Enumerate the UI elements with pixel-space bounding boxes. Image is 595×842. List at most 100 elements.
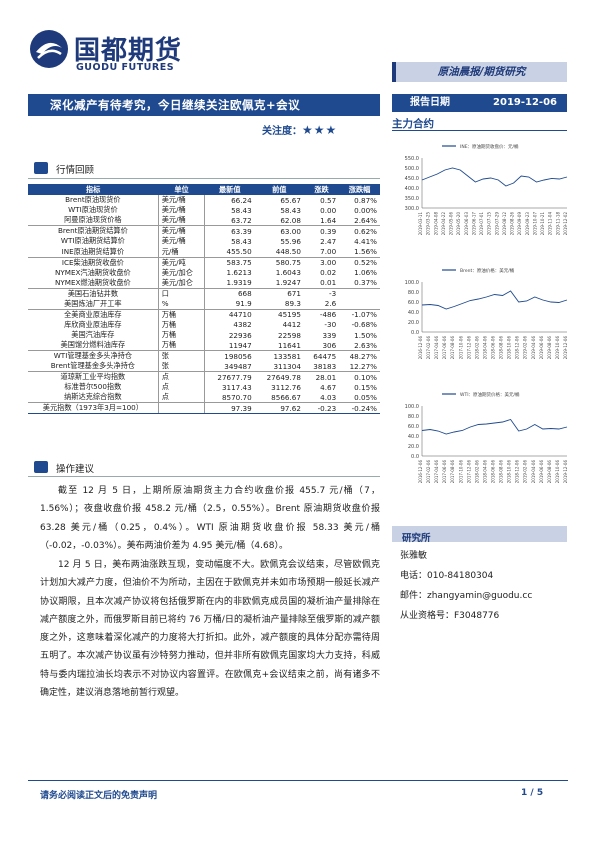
cell-latest: 58.43	[231, 205, 252, 215]
col-header: 指标	[28, 184, 159, 195]
x-tick-label: 2019-08-06	[547, 460, 552, 484]
cell-unit: 美元/桶	[157, 215, 206, 227]
cell-prev: 63.00	[280, 226, 301, 236]
col-header: 前值	[254, 184, 304, 195]
cell-latest: 63.72	[204, 215, 255, 227]
cell-name: 美国炼油厂开工率	[28, 298, 159, 310]
cell-latest: 455.50	[204, 246, 255, 258]
x-tick-label: 2019-04-06	[531, 336, 536, 360]
x-tick-label: 2019-03-25	[426, 212, 431, 236]
attention-rating: 关注度：★★★	[262, 122, 337, 137]
x-tick-label: 2018-06-06	[491, 460, 496, 484]
y-tick-label: 100.0	[405, 404, 419, 410]
cell-unit: 美元/吨	[157, 257, 206, 268]
cell-pct: 1.06%	[354, 268, 377, 278]
cell-name: INE原油期货结算价	[28, 246, 159, 258]
x-tick-label: 2019-07-01	[479, 212, 484, 236]
report-category: 原油晨报/期货研究	[437, 66, 526, 78]
cell-pct: 0.00%	[354, 205, 377, 215]
chart-ine-crude: INE：原油期货收盘价：元/桶 550.0 500.0 450.0 400.0 350.0…	[392, 138, 572, 256]
x-tick-label: 2019-03-11	[418, 212, 423, 236]
x-tick-label: 2019-05-06	[449, 212, 454, 236]
cell-name: WTI原油现货价	[68, 205, 118, 215]
x-tick-label: 2017-08-06	[450, 336, 455, 360]
cell-prev: 1.6043	[275, 268, 301, 278]
table-row: NYMEX燃油期货收盘价 美元/加仑 1.9319 1.9247 0.01 0.37%	[28, 277, 380, 289]
cell-chg: 0.00	[320, 205, 337, 215]
cell-name: 阿曼原油现货价格	[28, 215, 159, 227]
y-tick-label: 20.0	[408, 320, 419, 326]
x-tick-label: 2017-06-06	[442, 336, 447, 360]
x-tick-label: 2019-06-06	[539, 336, 544, 360]
cell-prev: 45195	[278, 310, 301, 320]
cell-name: 美国石油钻井数	[67, 288, 119, 298]
table-row: WTI原油期货结算价 美元/桶 58.43 55.96 2.47 4.41%	[28, 236, 380, 247]
x-tick-label: 2018-02-06	[474, 336, 479, 360]
cell-chg: 4.03	[303, 392, 340, 404]
cell-chg: 28.01	[315, 372, 337, 382]
cell-latest: 198056	[224, 351, 252, 361]
cell-pct	[339, 288, 380, 299]
x-tick-label: 2018-10-06	[507, 460, 512, 484]
cell-pct: 0.05%	[339, 392, 380, 404]
y-tick-label: 80.0	[408, 414, 419, 420]
report-date-bar: 报告日期 2019-12-06	[392, 94, 567, 112]
cell-chg: 7.00	[303, 246, 340, 258]
x-tick-label: 2017-08-06	[450, 460, 455, 484]
cell-pct: 0.52%	[354, 258, 377, 268]
cell-pct: 0.87%	[354, 195, 377, 205]
cell-pct: 2.64%	[339, 215, 380, 227]
cell-unit: 万桶	[157, 340, 206, 352]
cell-pct: 0.37%	[339, 277, 380, 289]
x-tick-label: 2019-09-09	[517, 212, 522, 236]
x-tick-label: 2019-02-06	[523, 460, 528, 484]
x-tick-label: 2019-07-29	[494, 212, 499, 236]
x-tick-label: 2017-10-06	[458, 460, 463, 484]
cell-unit: 元/桶	[157, 246, 206, 258]
cell-unit: 口	[157, 288, 206, 299]
cell-latest: 97.39	[204, 402, 255, 415]
cell-chg: 0.01	[303, 277, 340, 289]
x-tick-label: 2017-04-06	[434, 336, 439, 360]
cell-chg: 306	[303, 340, 340, 352]
cell-unit	[157, 402, 206, 415]
main-contract-heading: 主力合约	[392, 118, 434, 130]
x-tick-label: 2019-10-06	[555, 460, 560, 484]
report-date-label: 报告日期	[410, 97, 450, 108]
cell-pct: 48.27%	[349, 351, 377, 361]
cell-name: 美国汽油库存	[71, 330, 115, 340]
cell-latest: 349487	[204, 361, 255, 373]
star-icon: ★★★	[302, 123, 338, 137]
divider	[392, 130, 567, 131]
analyst-email: 邮件：zhangyamin@guodu.cc	[400, 591, 533, 601]
x-tick-label: 2019-06-03	[464, 212, 469, 236]
paragraph-summary: 截至 12 月 5 日，上期所原油期货主力合约收盘价报 455.7 元/桶（7，…	[40, 486, 380, 551]
y-tick-label: 0.0	[411, 454, 419, 460]
divider	[28, 178, 380, 179]
x-tick-label: 2019-12-06	[563, 460, 568, 484]
y-tick-label: 40.0	[408, 434, 419, 440]
cell-latest: 44710	[228, 310, 252, 320]
page-number: 1 / 5	[521, 788, 544, 798]
cell-name: WTI原油期货结算价	[60, 236, 125, 246]
cell-unit: %	[157, 298, 206, 310]
x-tick-label: 2018-06-06	[491, 336, 496, 360]
chart-brent-crude: Brent：原油价格：美元/桶 100.0 80.0 60.0 40.0 20.0 0.0 2…	[392, 262, 572, 380]
report-title-bar: 深化减产有待考究，今日继续关注欧佩克+会议	[28, 94, 380, 116]
col-header: 涨跌幅	[339, 184, 380, 195]
cell-prev: 133581	[273, 351, 301, 361]
cell-unit: 美元/桶	[157, 205, 206, 216]
cell-name: WTI管理基金多头净持仓	[53, 351, 133, 361]
cell-unit: 点	[157, 371, 206, 383]
cell-prev: 8566.67	[254, 392, 304, 404]
section-title-advice: 操作建议	[56, 464, 95, 475]
y-tick-label: 500.0	[405, 166, 419, 172]
cell-chg: -30	[324, 320, 337, 330]
y-tick-label: 20.0	[408, 444, 419, 450]
cell-chg: 3.00	[320, 258, 337, 268]
col-header: 涨跌	[303, 184, 340, 195]
cell-prev: 671	[287, 289, 301, 299]
col-header: 单位	[158, 184, 205, 195]
section-bullet-icon	[34, 461, 48, 473]
cell-prev: 448.50	[254, 246, 304, 258]
